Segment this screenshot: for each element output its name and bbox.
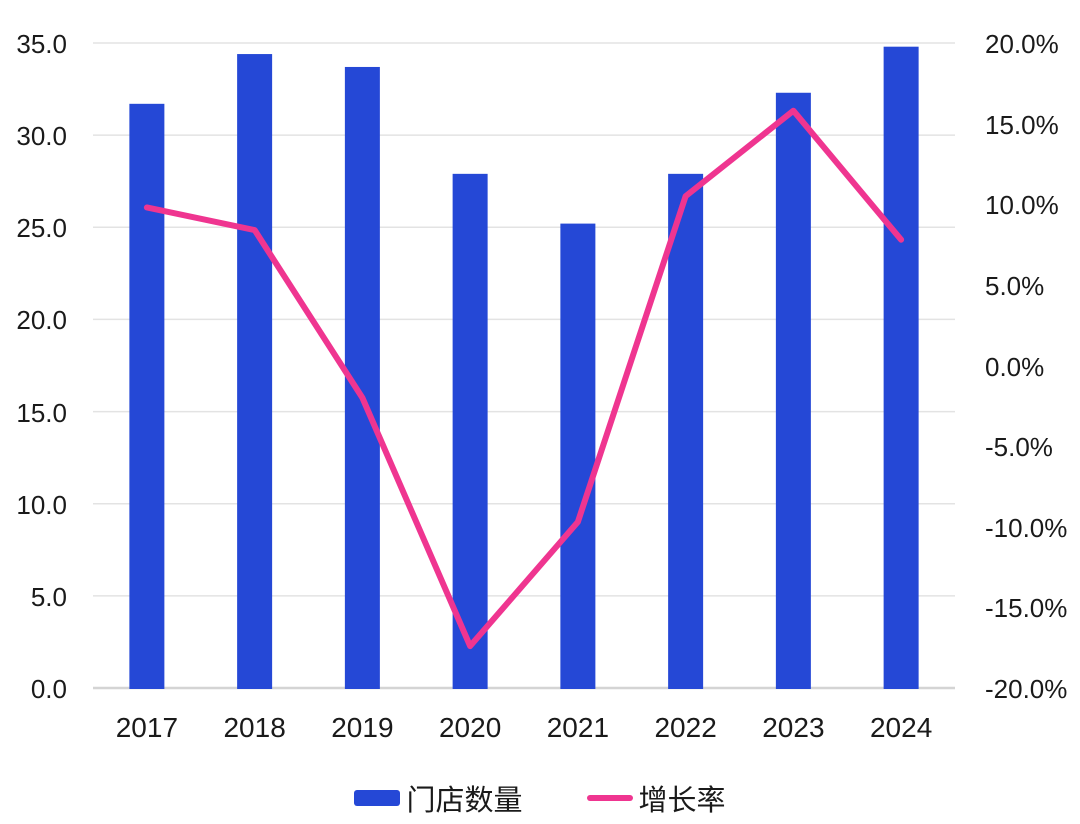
line-swatch-icon: [586, 795, 633, 801]
x-axis-tick-label: 2024: [869, 712, 933, 743]
bar-2022: [668, 173, 704, 690]
left-axis-tick-label: 30.0: [16, 121, 67, 152]
right-axis-tick-label: -15.0%: [985, 593, 1068, 624]
legend-item-growth: 增长率: [586, 777, 726, 819]
x-axis-tick-label: 2023: [762, 712, 825, 743]
x-axis-tick-label: 2019: [331, 712, 394, 743]
x-axis-tick-label: 2020: [438, 712, 502, 743]
legend-item-stores: 门店数量: [354, 777, 523, 819]
x-axis-tick-label: 2021: [546, 712, 610, 743]
x-axis-tick-label: 2022: [654, 712, 717, 743]
left-axis-tick-label: 10.0: [16, 489, 67, 520]
bar-2024: [883, 46, 919, 689]
bar-swatch-icon: [354, 790, 401, 806]
right-axis-tick-label: -20.0%: [985, 674, 1068, 704]
right-axis-tick-label: 5.0%: [985, 270, 1045, 301]
x-axis-tick-label: 2018: [223, 712, 286, 743]
growth-line: [143, 107, 905, 650]
right-axis-tick-label: -10.0%: [985, 512, 1068, 543]
right-axis-tick-label: 20.0%: [985, 29, 1059, 59]
left-axis-tick-label: 20.0: [16, 305, 67, 336]
legend-label-growth: 增长率: [638, 785, 726, 817]
bar-2021: [560, 223, 596, 689]
bar-2023: [775, 92, 811, 689]
x-axis-tick-label: 2017: [115, 712, 179, 743]
legend: 门店数量 增长率: [0, 777, 1080, 819]
right-axis-tick-label: 15.0%: [985, 109, 1059, 140]
left-axis-tick-label: 25.0: [16, 213, 67, 244]
left-axis-tick-label: 35.0: [16, 29, 67, 59]
left-axis-tick-label: 5.0: [30, 581, 67, 612]
right-axis-tick-label: -5.0%: [985, 432, 1053, 463]
bar-2017: [129, 103, 165, 690]
right-axis-tick-label: 10.0%: [985, 190, 1059, 221]
bar-2018: [237, 54, 273, 690]
bar-2020: [452, 173, 488, 690]
left-axis-tick-label: 15.0: [16, 397, 67, 428]
right-axis-tick-label: 0.0%: [985, 351, 1045, 382]
legend-label-stores: 门店数量: [406, 785, 523, 817]
left-axis-tick-label: 0.0: [30, 674, 67, 704]
